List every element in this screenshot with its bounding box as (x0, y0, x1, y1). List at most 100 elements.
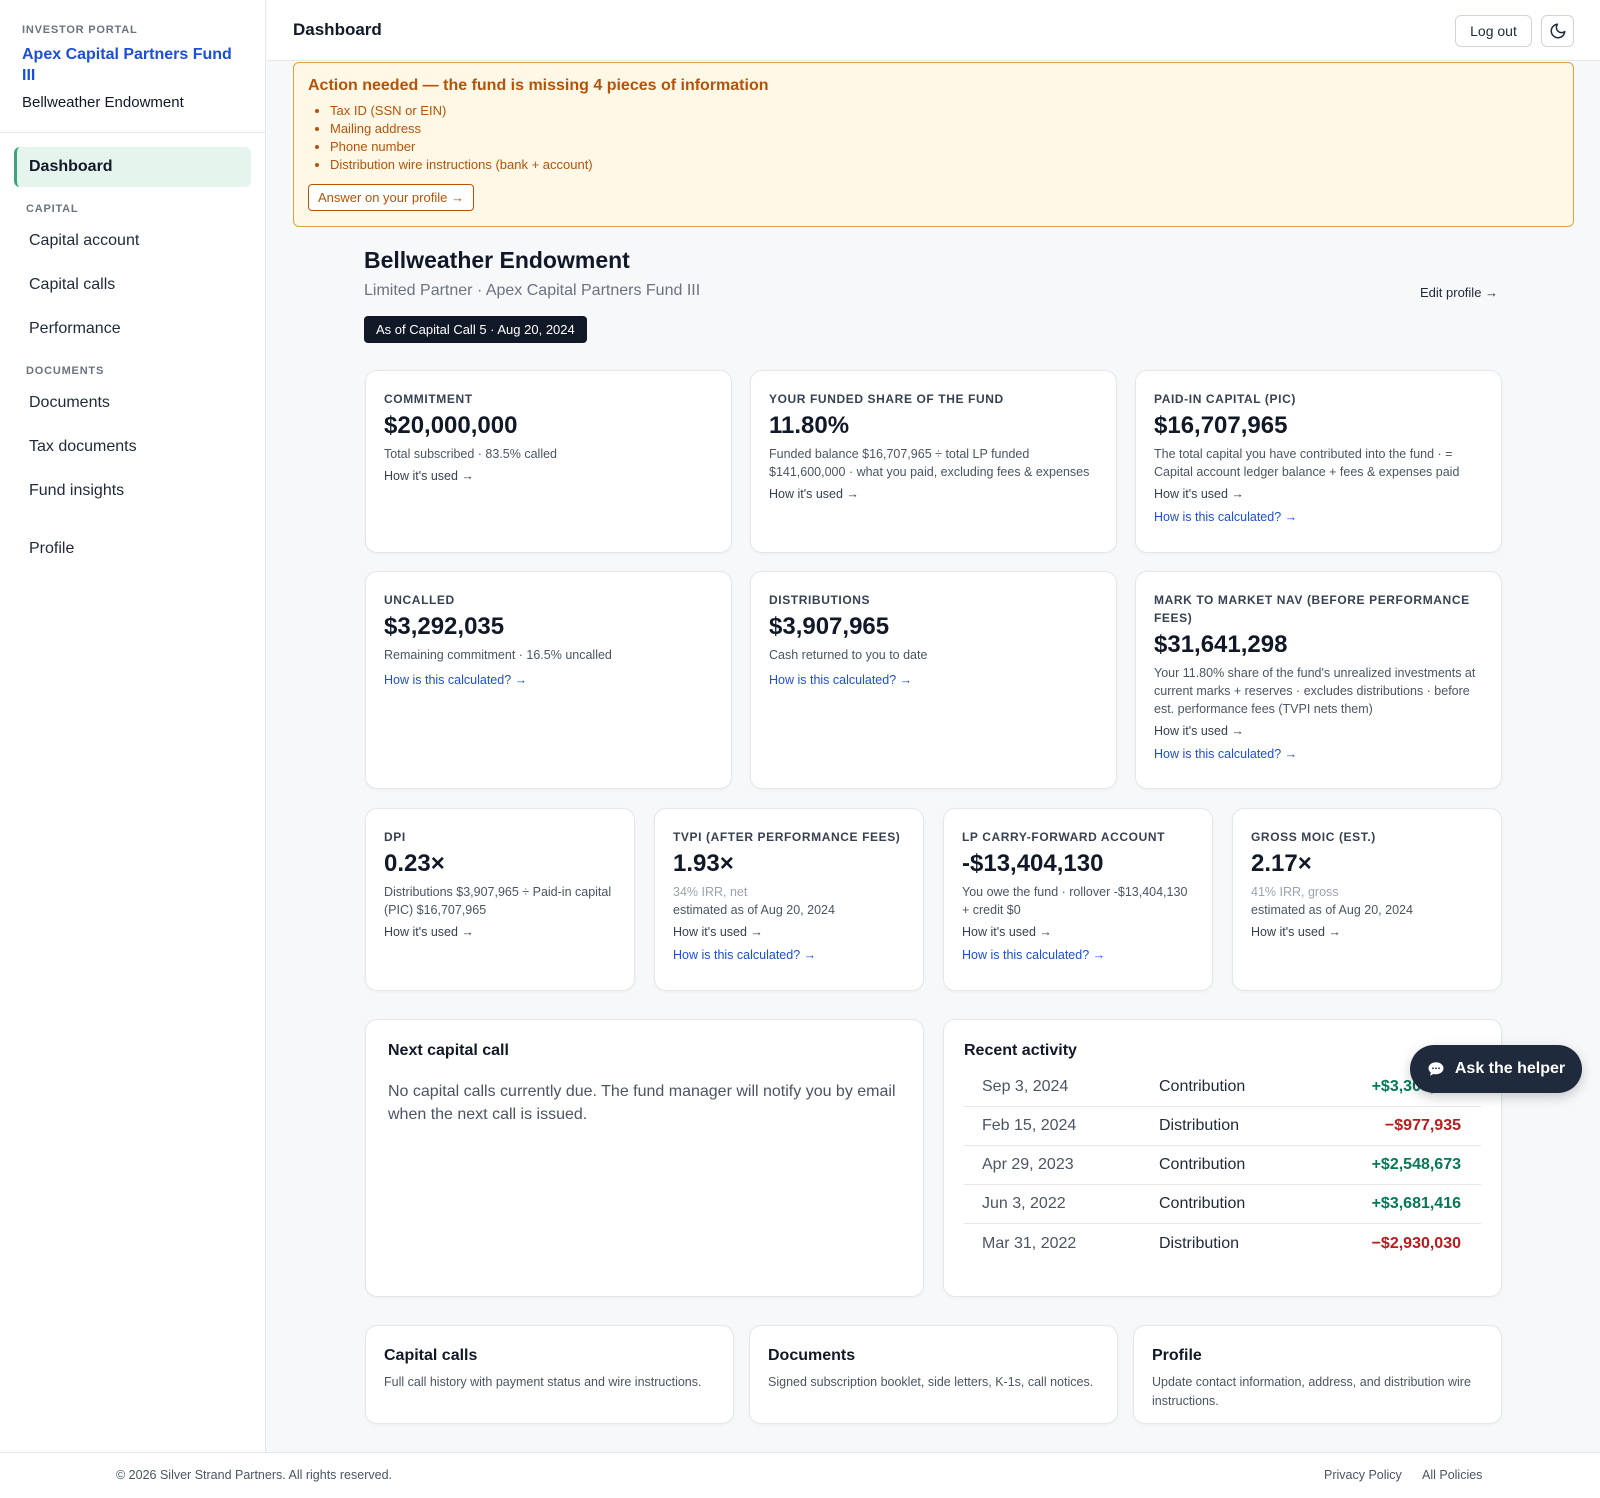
activity-row[interactable]: Feb 15, 2024 Distribution −$977,935 (964, 1107, 1481, 1146)
sidebar-item-performance[interactable]: Performance (29, 320, 121, 337)
card-value: 2.17× (1251, 850, 1312, 877)
all-policies-link[interactable]: All Policies (1422, 1468, 1483, 1482)
link-card-desc: Full call history with payment status an… (384, 1375, 702, 1389)
activity-amount: +$2,548,673 (1371, 1156, 1461, 1173)
card-label: MARK TO MARKET NAV (BEFORE PERFORMANCE F… (1154, 593, 1470, 625)
activity-type: Contribution (1159, 1078, 1246, 1095)
sidebar-item-tax-documents[interactable]: Tax documents (29, 438, 137, 455)
link-card-title: Documents (768, 1347, 856, 1364)
link-card-desc: Update contact information, address, and… (1152, 1375, 1471, 1408)
sidebar-item-fund-insights[interactable]: Fund insights (29, 482, 125, 499)
how-calculated-link[interactable]: How is this calculated? → (673, 948, 817, 962)
activity-date: Mar 31, 2022 (982, 1234, 1077, 1252)
activity-row[interactable]: Apr 29, 2023 Contribution +$2,548,673 (964, 1146, 1481, 1185)
activity-amount: −$977,935 (1384, 1117, 1461, 1134)
activity-type: Contribution (1159, 1195, 1246, 1212)
card-tvpi: TVPI (AFTER PERFORMANCE FEES) 1.93× 34% … (654, 808, 924, 991)
sidebar: INVESTOR PORTAL Apex Capital Partners Fu… (0, 0, 266, 1452)
activity-row[interactable]: Mar 31, 2022 Distribution −$2,930,030 (964, 1224, 1481, 1263)
how-used-link[interactable]: How it's used → (673, 925, 763, 939)
moon-icon (1550, 23, 1565, 39)
card-desc: estimated as of Aug 20, 2024 (1251, 903, 1413, 917)
how-calculated-link[interactable]: How is this calculated? → (384, 673, 528, 687)
card-label: PAID-IN CAPITAL (PIC) (1154, 392, 1296, 406)
how-calculated-link[interactable]: How is this calculated? → (1154, 510, 1298, 524)
card-value: $31,641,298 (1154, 631, 1288, 658)
alert-item-mailing-address: Mailing address (330, 120, 1559, 138)
privacy-policy-link[interactable]: Privacy Policy (1324, 1468, 1402, 1482)
link-card-title: Profile (1152, 1347, 1202, 1364)
how-used-link[interactable]: How it's used → (769, 487, 859, 501)
sidebar-item-dashboard[interactable]: Dashboard (14, 147, 251, 187)
how-used-link[interactable]: How it's used → (962, 925, 1052, 939)
card-nav: MARK TO MARKET NAV (BEFORE PERFORMANCE F… (1135, 571, 1502, 789)
panel-title: Recent activity (964, 1042, 1077, 1059)
activity-amount: −$2,930,030 (1371, 1234, 1461, 1252)
activity-type: Contribution (1159, 1156, 1246, 1173)
sidebar-nav: Dashboard CAPITAL Capital account Capita… (0, 133, 265, 569)
ask-helper-button[interactable]: Ask the helper (1410, 1045, 1582, 1093)
how-calculated-link[interactable]: How is this calculated? → (1154, 747, 1298, 761)
portal-eyebrow: INVESTOR PORTAL (22, 24, 138, 36)
how-used-link[interactable]: How it's used → (384, 925, 474, 939)
lp-heading: Bellweather Endowment (364, 247, 630, 273)
how-calculated-link[interactable]: How is this calculated? → (769, 673, 913, 687)
how-used-link[interactable]: How it's used → (1154, 724, 1244, 738)
sidebar-item-documents[interactable]: Documents (29, 394, 110, 411)
card-value: $3,292,035 (384, 613, 505, 640)
alert-item-wire: Distribution wire instructions (bank + a… (330, 156, 1559, 174)
brand-block: INVESTOR PORTAL Apex Capital Partners Fu… (0, 0, 265, 133)
card-desc: Your 11.80% share of the fund's unrealiz… (1154, 666, 1476, 716)
how-calculated-link[interactable]: How is this calculated? → (962, 948, 1106, 962)
activity-row[interactable]: Sep 3, 2024 Contribution +$3,303,835 (964, 1068, 1481, 1107)
card-label: DISTRIBUTIONS (769, 593, 871, 607)
logout-button[interactable]: Log out (1455, 15, 1532, 47)
answer-profile-button[interactable]: Answer on your profile → (308, 184, 474, 211)
card-value: $3,907,965 (769, 613, 890, 640)
sidebar-item-capital-calls[interactable]: Capital calls (29, 276, 116, 293)
activity-type: Distribution (1159, 1117, 1240, 1134)
how-used-link[interactable]: How it's used → (1251, 925, 1341, 939)
activity-row[interactable]: Jun 3, 2022 Contribution +$3,681,416 (964, 1185, 1481, 1224)
card-funded-share: YOUR FUNDED SHARE OF THE FUND 11.80% Fun… (750, 370, 1117, 553)
how-used-link[interactable]: How it's used → (384, 469, 474, 483)
next-call-message: No capital calls currently due. The fund… (388, 1083, 896, 1123)
card-paid-in-capital: PAID-IN CAPITAL (PIC) $16,707,965 The to… (1135, 370, 1502, 553)
lp-name: Bellweather Endowment (22, 94, 184, 111)
topbar: Dashboard Log out (267, 0, 1600, 61)
card-desc: estimated as of Aug 20, 2024 (673, 903, 835, 917)
link-card-documents[interactable]: Documents Signed subscription booklet, s… (749, 1325, 1118, 1424)
activity-date: Apr 29, 2023 (982, 1156, 1074, 1173)
card-value: $16,707,965 (1154, 412, 1288, 439)
card-commitment: COMMITMENT $20,000,000 Total subscribed … (365, 370, 732, 553)
activity-date: Feb 15, 2024 (982, 1117, 1077, 1134)
sidebar-item-profile[interactable]: Profile (29, 540, 75, 557)
alert-item-tax-id: Tax ID (SSN or EIN) (330, 102, 1559, 120)
card-label: TVPI (AFTER PERFORMANCE FEES) (673, 830, 901, 844)
card-desc: The total capital you have contributed i… (1154, 447, 1460, 479)
nav-section-documents: DOCUMENTS (26, 365, 105, 377)
nav-spacer (0, 515, 265, 529)
card-value: -$13,404,130 (962, 850, 1104, 877)
link-card-capital-calls[interactable]: Capital calls Full call history with pay… (365, 1325, 734, 1424)
card-desc: Total subscribed · 83.5% called (384, 447, 558, 461)
card-desc: You owe the fund · rollover -$13,404,130… (962, 885, 1188, 917)
link-card-profile[interactable]: Profile Update contact information, addr… (1133, 1325, 1502, 1424)
how-used-link[interactable]: How it's used → (1154, 487, 1244, 501)
fund-name-link[interactable]: Apex Capital Partners Fund III (22, 46, 232, 84)
link-card-title: Capital calls (384, 1347, 478, 1364)
card-irr: 34% IRR, net (673, 885, 748, 899)
link-card-desc: Signed subscription booklet, side letter… (768, 1375, 1094, 1389)
activity-date: Sep 3, 2024 (982, 1078, 1069, 1095)
card-label: GROSS MOIC (EST.) (1251, 830, 1376, 844)
edit-profile-link[interactable]: Edit profile → (1420, 285, 1499, 300)
activity-list: Sep 3, 2024 Contribution +$3,303,835 Feb… (964, 1068, 1481, 1263)
card-uncalled: UNCALLED $3,292,035 Remaining commitment… (365, 571, 732, 789)
card-carry-forward: LP CARRY-FORWARD ACCOUNT -$13,404,130 Yo… (943, 808, 1213, 991)
card-label: COMMITMENT (384, 392, 473, 406)
card-value: 1.93× (673, 850, 734, 877)
card-label: UNCALLED (384, 593, 455, 607)
sidebar-item-capital-account[interactable]: Capital account (29, 232, 140, 249)
nav-section-capital: CAPITAL (26, 203, 79, 215)
theme-toggle-button[interactable] (1541, 15, 1574, 47)
